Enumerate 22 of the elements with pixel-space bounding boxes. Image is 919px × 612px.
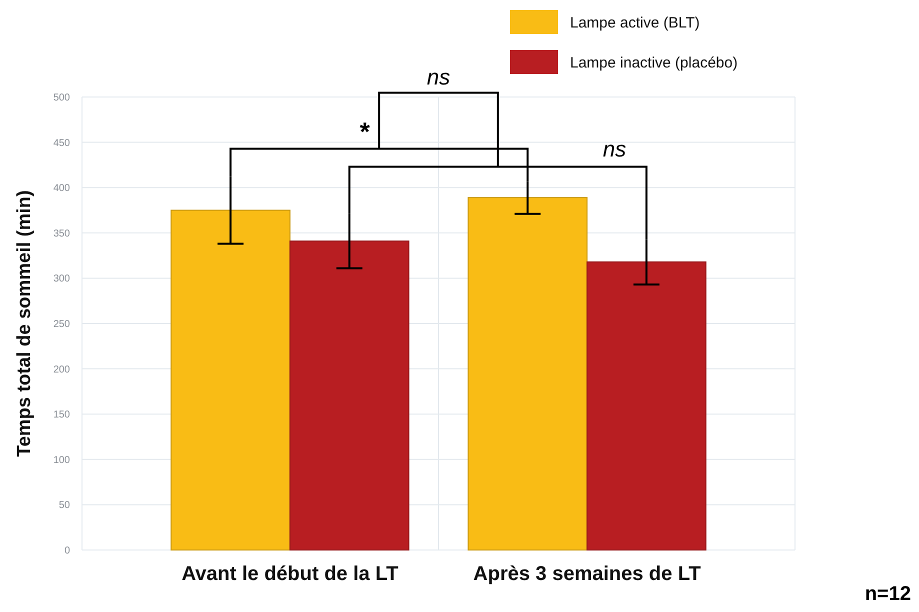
x-tick-label: Avant le début de la LT [182, 563, 398, 585]
bar [586, 261, 706, 550]
legend-label: Lampe active (BLT) [570, 14, 700, 32]
y-tick-label: 250 [53, 319, 70, 330]
annotation: ns [602, 136, 626, 162]
y-tick-label: 100 [53, 454, 70, 466]
y-tick-label: 200 [53, 364, 70, 376]
y-tick-label: 350 [53, 228, 70, 240]
y-tick-label: 500 [53, 92, 70, 104]
y-tick-label: 450 [53, 138, 70, 149]
legend-label: Lampe inactive (placébo) [570, 54, 738, 72]
x-tick-label: Après 3 semaines de LT [473, 563, 701, 585]
annotation: * [360, 116, 371, 147]
text: n=12 [864, 583, 911, 605]
y-tick-label: 400 [53, 183, 70, 194]
y-axis-title: Temps total de sommeil (min) [14, 190, 35, 457]
y-tick-label: 150 [53, 410, 70, 421]
bar [170, 210, 290, 550]
y-tick-label: 300 [53, 274, 70, 285]
text: ns [426, 64, 450, 90]
y-tick-label: 0 [64, 546, 70, 556]
y-tick-label: 50 [58, 500, 70, 512]
